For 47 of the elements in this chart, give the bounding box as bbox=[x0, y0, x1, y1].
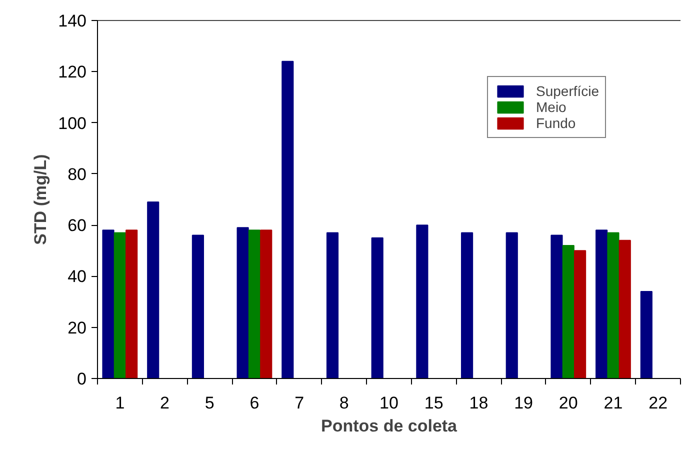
bar bbox=[260, 230, 272, 378]
bar bbox=[596, 230, 608, 378]
x-tick-label: 2 bbox=[160, 394, 170, 412]
x-tick-label: 6 bbox=[250, 394, 260, 412]
bar bbox=[192, 234, 204, 378]
bar bbox=[371, 237, 384, 378]
bar bbox=[460, 232, 474, 378]
x-tick-label: 21 bbox=[604, 394, 623, 412]
x-tick-label: 22 bbox=[648, 394, 668, 412]
y-tick-label: 100 bbox=[58, 114, 87, 133]
x-tick-label: 5 bbox=[204, 394, 214, 412]
x-tick-label: 19 bbox=[514, 394, 534, 412]
x-tick-label: 8 bbox=[339, 394, 349, 412]
x-tick-label: 10 bbox=[380, 394, 398, 412]
x-tick-label: 18 bbox=[469, 394, 488, 412]
bar bbox=[326, 232, 339, 378]
y-axis-title: STD (mg/L) bbox=[31, 154, 50, 245]
y-tick-label: 140 bbox=[58, 12, 87, 30]
bar bbox=[506, 232, 518, 378]
legend-label: Fundo bbox=[536, 115, 576, 131]
bar bbox=[574, 250, 586, 378]
bar bbox=[126, 230, 138, 378]
x-tick-label: 1 bbox=[115, 394, 125, 412]
x-tick-label: 7 bbox=[294, 394, 304, 412]
y-tick-label: 40 bbox=[68, 267, 87, 286]
bar bbox=[248, 230, 260, 378]
bar bbox=[416, 224, 428, 378]
bar bbox=[618, 240, 631, 378]
bar bbox=[562, 245, 574, 378]
y-tick-label: 80 bbox=[68, 164, 87, 184]
x-tick-label: 15 bbox=[424, 394, 444, 412]
bar bbox=[282, 60, 294, 378]
y-tick-label: 60 bbox=[68, 216, 87, 236]
legend-label: Superfície bbox=[536, 83, 600, 99]
x-axis-title: Pontos de coleta bbox=[320, 416, 458, 436]
y-tick-label: 20 bbox=[68, 318, 87, 338]
legend-label: Meio bbox=[536, 99, 566, 115]
y-tick-label: 0 bbox=[77, 370, 87, 388]
x-tick-label: 20 bbox=[558, 394, 578, 412]
bar bbox=[550, 234, 563, 378]
bar bbox=[114, 232, 126, 378]
bar bbox=[236, 227, 249, 378]
bar bbox=[607, 232, 620, 378]
bar bbox=[102, 230, 114, 378]
bar bbox=[147, 202, 160, 378]
bar bbox=[640, 291, 652, 378]
y-tick-label: 120 bbox=[58, 62, 87, 82]
